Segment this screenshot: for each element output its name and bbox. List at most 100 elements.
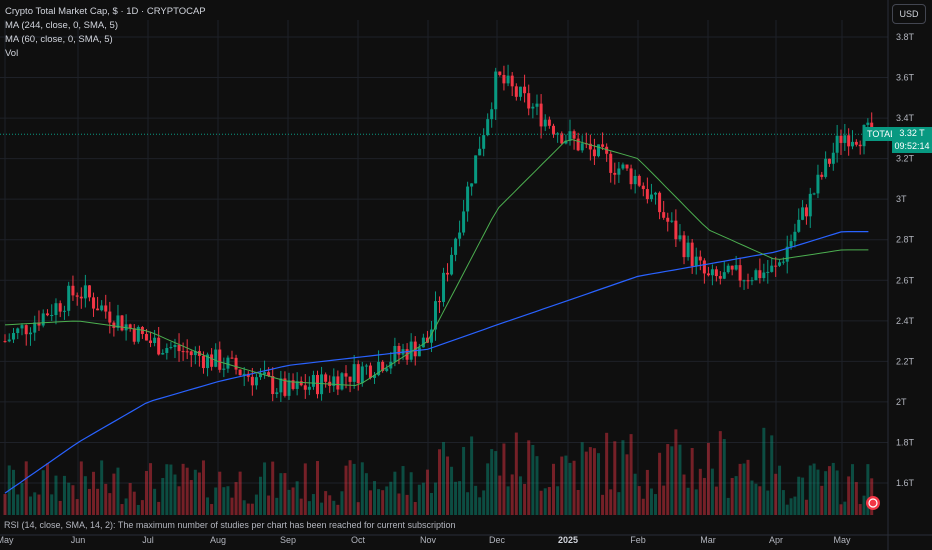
candle-body (173, 344, 177, 348)
volume-bar (523, 483, 527, 515)
candle-body (866, 122, 870, 125)
volume-bar (307, 501, 311, 515)
volume-bar (311, 494, 315, 515)
currency-button[interactable]: USD (892, 4, 926, 24)
volume-legend[interactable]: Vol (5, 48, 19, 59)
volume-bar (560, 456, 564, 515)
candle-body (858, 144, 862, 147)
volume-bar (531, 444, 535, 515)
volume-bar (450, 466, 454, 515)
candle-body (781, 261, 785, 263)
volume-bar (438, 449, 442, 515)
volume-bar (299, 498, 303, 515)
volume-bar (364, 473, 368, 515)
time-tick-label: May (833, 535, 851, 545)
volume-bar (662, 485, 666, 515)
volume-bar (670, 446, 674, 515)
volume-bar (827, 466, 831, 515)
volume-bar (482, 490, 486, 515)
volume-bar (588, 447, 592, 515)
candle-body (820, 174, 824, 177)
volume-bar (730, 477, 734, 515)
time-tick-label: Oct (351, 535, 366, 545)
volume-bar (33, 492, 37, 515)
volume-bar (214, 487, 218, 515)
volume-bar (389, 481, 393, 515)
symbol-title[interactable]: Crypto Total Market Cap, $ · 1D · CRYPTO… (5, 6, 206, 17)
candle-body (206, 354, 210, 369)
volume-bar (781, 490, 785, 515)
candle-body (112, 322, 116, 328)
candle-body (377, 361, 381, 376)
time-tick-label: 2025 (558, 535, 578, 545)
candle-body (766, 271, 770, 273)
candle-body (658, 192, 662, 213)
candle-body (785, 246, 789, 262)
volume-bar (710, 468, 714, 515)
volume-bar (726, 497, 730, 515)
candle-body (801, 207, 805, 220)
candle-body (100, 305, 104, 311)
volume-bar (770, 435, 774, 515)
volume-bar (409, 472, 413, 515)
candle-body (770, 265, 774, 272)
volume-bar (621, 440, 625, 515)
volume-bar (458, 481, 462, 515)
bar-countdown: 09:52:14 (894, 140, 930, 151)
price-tick-label: 1.8T (896, 437, 915, 447)
candle-body (580, 143, 584, 151)
candle-body (28, 332, 32, 335)
candle-body (793, 231, 797, 242)
volume-bar (67, 482, 71, 515)
candle-body (181, 351, 185, 353)
ma244-legend[interactable]: MA (244, close, 0, SMA, 5) (5, 20, 118, 31)
candle-body (218, 349, 222, 370)
volume-bar (324, 491, 328, 515)
last-price-value: 3.32 T (899, 128, 925, 138)
volume-bar (666, 444, 670, 515)
volume-bar (250, 503, 254, 515)
time-tick-label: Sep (280, 535, 296, 545)
event-marker-icon[interactable] (866, 496, 880, 510)
ma60-legend[interactable]: MA (60, close, 0, SMA, 5) (5, 34, 113, 45)
candle-body (116, 315, 120, 328)
candle-body (797, 219, 801, 232)
candle-body (446, 272, 450, 275)
volume-bar (201, 460, 205, 515)
candle-body (332, 376, 336, 386)
price-tick-label: 2T (896, 397, 907, 407)
volume-bar (808, 465, 812, 515)
candle-body (87, 285, 91, 298)
volume-bar (498, 475, 502, 515)
ma60-line (4, 139, 869, 387)
candle-body (344, 373, 348, 377)
candle-body (364, 365, 368, 367)
volume-bar (746, 459, 750, 515)
volume-bar (242, 500, 246, 515)
candle-body (789, 241, 793, 247)
candle-body (136, 327, 140, 342)
volume-bar (766, 490, 770, 515)
candle-body (637, 175, 641, 186)
volume-bar (238, 471, 242, 515)
volume-bar (843, 501, 847, 515)
volume-bar (552, 463, 556, 515)
volume-bar (24, 461, 28, 515)
candle-body (385, 368, 389, 371)
candle-body (348, 376, 352, 382)
candle-body (678, 235, 682, 240)
price-tick-label: 3.8T (896, 32, 915, 42)
candle-body (246, 373, 250, 377)
candle-body (71, 285, 75, 296)
candle-body (214, 349, 218, 367)
volume-bar (79, 461, 83, 515)
candle-body (54, 303, 58, 316)
volume-bar (547, 487, 551, 515)
volume-bar (649, 488, 653, 515)
candle-body (754, 270, 758, 281)
volume-bar (442, 442, 446, 515)
candle-body (686, 242, 690, 258)
candle-body (572, 131, 576, 139)
